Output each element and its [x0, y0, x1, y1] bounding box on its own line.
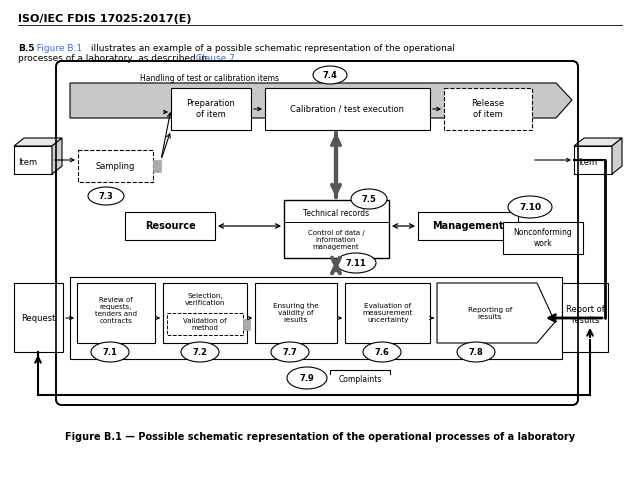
Polygon shape	[14, 283, 63, 352]
Text: Preparation
of item: Preparation of item	[187, 99, 236, 119]
Text: Nonconforming
work: Nonconforming work	[514, 228, 572, 248]
Ellipse shape	[313, 66, 347, 84]
Text: Ensuring the
validity of
results: Ensuring the validity of results	[273, 303, 319, 323]
Text: Report of
results: Report of results	[566, 305, 604, 325]
Bar	[62, 375, 572, 399]
Text: Figure B.1: Figure B.1	[31, 44, 82, 53]
Text: illustrates an example of a possible schematic representation of the operational: illustrates an example of a possible sch…	[88, 44, 455, 53]
Polygon shape	[52, 138, 62, 174]
Bar	[125, 212, 215, 240]
Text: Control of data /
information
management: Control of data / information management	[308, 230, 364, 250]
Text: 7.2: 7.2	[193, 347, 207, 357]
Bar	[167, 313, 243, 335]
Text: Item: Item	[19, 157, 38, 167]
Bar	[171, 88, 251, 130]
Bar	[78, 150, 153, 182]
Text: 7.11: 7.11	[346, 259, 366, 267]
Text: Resource: Resource	[145, 221, 195, 231]
Bar	[284, 200, 389, 258]
Text: Handling of test or calibration items: Handling of test or calibration items	[140, 74, 279, 83]
Text: Reporting of
results: Reporting of results	[468, 307, 512, 319]
Bar	[444, 88, 532, 130]
Text: 7.9: 7.9	[300, 374, 314, 382]
Bar	[345, 283, 430, 343]
Text: Clause 7: Clause 7	[193, 54, 235, 63]
Ellipse shape	[287, 367, 327, 389]
Polygon shape	[437, 283, 555, 343]
Bar	[70, 277, 562, 359]
Text: 7.10: 7.10	[519, 203, 541, 211]
Text: Management: Management	[432, 221, 504, 231]
Ellipse shape	[457, 342, 495, 362]
Ellipse shape	[271, 342, 309, 362]
FancyBboxPatch shape	[56, 61, 578, 405]
Text: Calibration / test execution: Calibration / test execution	[290, 104, 404, 114]
Text: Selection,
verification: Selection, verification	[185, 293, 225, 306]
Text: Figure B.1 — Possible schematic representation of the operational processes of a: Figure B.1 — Possible schematic represen…	[65, 432, 575, 442]
Text: 7.7: 7.7	[283, 347, 298, 357]
Polygon shape	[612, 138, 622, 174]
Ellipse shape	[363, 342, 401, 362]
Polygon shape	[14, 138, 62, 146]
Text: processes of a laboratory, as described in: processes of a laboratory, as described …	[18, 54, 207, 63]
Text: 7.1: 7.1	[102, 347, 117, 357]
Text: Item: Item	[579, 157, 598, 167]
Bar	[330, 370, 390, 387]
Bar	[77, 283, 155, 343]
Bar	[418, 212, 518, 240]
Text: Release
of item: Release of item	[472, 99, 504, 119]
Ellipse shape	[88, 187, 124, 205]
Text: 7.5: 7.5	[362, 194, 376, 204]
Bar	[503, 222, 583, 254]
Ellipse shape	[181, 342, 219, 362]
Text: Complaints: Complaints	[339, 375, 381, 383]
Text: B.5: B.5	[18, 44, 35, 53]
Bar	[153, 160, 161, 172]
Text: .: .	[228, 54, 231, 63]
Text: Technical records: Technical records	[303, 208, 369, 218]
Text: Request: Request	[21, 313, 55, 323]
Text: 7.4: 7.4	[323, 70, 337, 80]
Ellipse shape	[91, 342, 129, 362]
Bar	[255, 283, 337, 343]
Ellipse shape	[508, 196, 552, 218]
Bar	[163, 283, 247, 343]
Text: 7.3: 7.3	[99, 191, 113, 201]
Text: Validation of
method: Validation of method	[183, 317, 227, 330]
Text: Sampling: Sampling	[95, 161, 134, 171]
Text: ISO/IEC FDIS 17025:2017(E): ISO/IEC FDIS 17025:2017(E)	[18, 14, 191, 24]
Ellipse shape	[351, 189, 387, 209]
Polygon shape	[574, 138, 622, 146]
Text: 7.6: 7.6	[374, 347, 389, 357]
Bar	[265, 88, 430, 130]
Text: Evaluation of
measurement
uncertainty: Evaluation of measurement uncertainty	[363, 303, 413, 323]
Bar	[243, 319, 250, 330]
Bar	[574, 146, 612, 174]
Text: Review of
requests,
tenders and
contracts: Review of requests, tenders and contract…	[95, 296, 137, 324]
Polygon shape	[70, 83, 572, 118]
Polygon shape	[562, 283, 608, 352]
Text: 7.8: 7.8	[468, 347, 483, 357]
Bar	[14, 146, 52, 174]
Ellipse shape	[336, 253, 376, 273]
